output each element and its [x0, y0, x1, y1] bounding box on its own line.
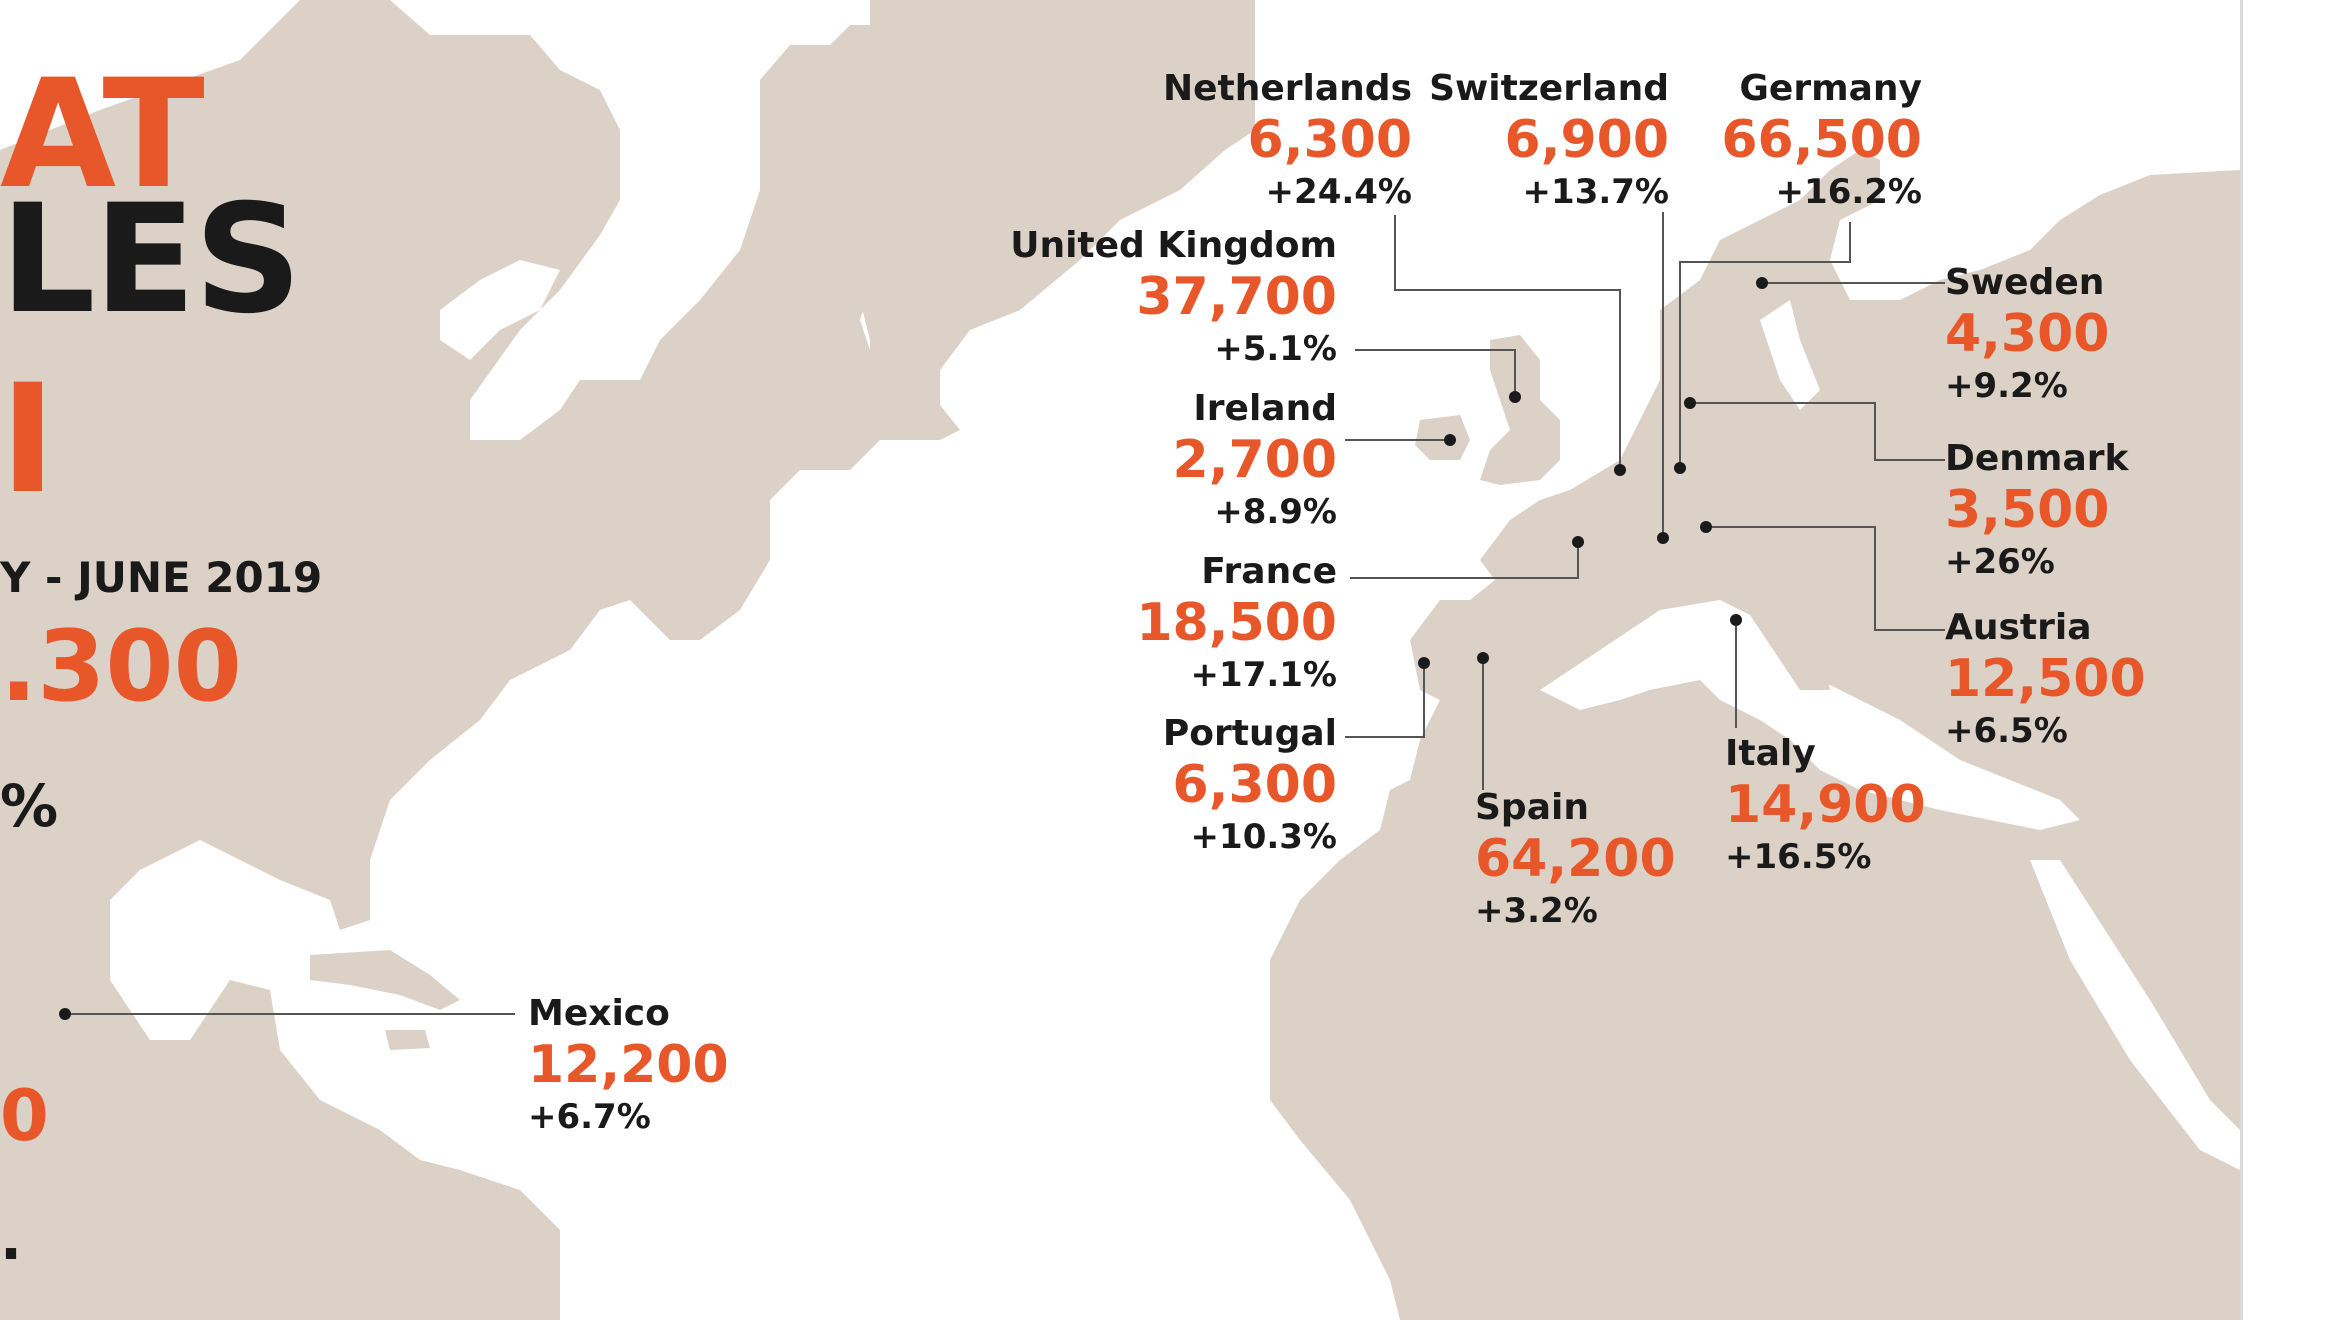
label-netherlands: Netherlands 6,300 +24.4% [1163, 68, 1412, 214]
pin-sweden [1756, 277, 1768, 289]
headline-line-2: LES [0, 173, 302, 347]
pin-denmark [1684, 397, 1696, 409]
ireland-change: +8.9% [1214, 492, 1337, 532]
mexico-sales: 12,200 [528, 1035, 729, 1095]
united-kingdom-change: +5.1% [1214, 329, 1337, 369]
landmass-italy [1720, 560, 1830, 690]
netherlands-name: Netherlands [1162, 68, 1412, 109]
label-portugal: Portugal 6,300 +10.3% [1163, 713, 1337, 859]
pin-italy [1730, 614, 1742, 626]
baltic-sea [1760, 300, 1820, 410]
austria-change: +6.5% [1945, 711, 2068, 751]
label-france: France 18,500 +17.1% [1136, 551, 1337, 697]
leader-united-kingdom [1355, 349, 1516, 397]
landmass-hispaniola [385, 1030, 430, 1050]
label-spain: Spain 64,200 +3.2% [1475, 787, 1676, 933]
spain-change: +3.2% [1475, 891, 1598, 931]
label-austria: Austria 12,500 +6.5% [1945, 607, 2146, 753]
red-sea [2030, 860, 2240, 1170]
netherlands-sales: 6,300 [1247, 110, 1412, 170]
france-change: +17.1% [1190, 655, 1337, 695]
spain-sales: 64,200 [1475, 829, 1676, 889]
switzerland-sales: 6,900 [1504, 110, 1669, 170]
landmass-north-america [0, 0, 930, 1320]
label-denmark: Denmark 3,500 +26% [1945, 438, 2128, 584]
mexico-name: Mexico [528, 993, 670, 1034]
pin-austria [1700, 521, 1712, 533]
italy-change: +16.5% [1725, 837, 1872, 877]
label-ireland: Ireland 2,700 +8.9% [1173, 388, 1337, 534]
austria-sales: 12,500 [1945, 649, 2146, 709]
denmark-change: +26% [1945, 542, 2055, 582]
italy-name: Italy [1725, 733, 1816, 774]
pin-ireland [1444, 434, 1456, 446]
landmass-great-britain [1480, 335, 1560, 485]
page-edge [2240, 0, 2243, 1320]
united-kingdom-name: United Kingdom [1010, 225, 1337, 266]
leader-denmark [1690, 402, 1945, 461]
germany-change: +16.2% [1775, 172, 1922, 212]
label-mexico: Mexico 12,200 +6.7% [528, 993, 729, 1139]
landmass-europe-asia-africa [1270, 150, 2240, 1320]
leader-france [1350, 542, 1579, 579]
denmark-name: Denmark [1945, 438, 2129, 479]
landmass-cuba [310, 950, 460, 1010]
period-label: Y - JUNE 2019 [0, 553, 323, 602]
germany-name: Germany [1739, 68, 1922, 109]
portugal-sales: 6,300 [1172, 755, 1337, 815]
france-sales: 18,500 [1136, 593, 1337, 653]
label-germany: Germany 66,500 +16.2% [1721, 68, 1922, 214]
total-sales: .300 [0, 610, 242, 724]
label-switzerland: Switzerland 6,900 +13.7% [1429, 68, 1669, 214]
ireland-sales: 2,700 [1172, 430, 1337, 490]
mediterranean-sea [1540, 600, 2080, 830]
sweden-sales: 4,300 [1945, 304, 2110, 364]
sweden-change: +9.2% [1945, 366, 2068, 406]
portugal-change: +10.3% [1190, 817, 1337, 857]
leader-netherlands [1394, 215, 1621, 470]
label-sweden: Sweden 4,300 +9.2% [1945, 262, 2109, 408]
spain-name: Spain [1475, 787, 1589, 828]
ireland-name: Ireland [1193, 388, 1337, 429]
pin-germany [1674, 462, 1686, 474]
netherlands-change: +24.4% [1265, 172, 1412, 212]
mexico-change: +6.7% [528, 1097, 651, 1137]
landmass-ireland [1415, 415, 1470, 460]
germany-sales: 66,500 [1721, 110, 1922, 170]
switzerland-change: +13.7% [1522, 172, 1669, 212]
leader-austria [1706, 526, 1945, 631]
headline-line-1: AT [0, 48, 205, 222]
leader-portugal [1345, 663, 1425, 738]
region-growth: . [0, 1205, 23, 1273]
denmark-sales: 3,500 [1945, 480, 2110, 540]
pin-portugal [1418, 657, 1430, 669]
sweden-name: Sweden [1945, 262, 2105, 303]
pin-netherlands [1614, 464, 1626, 476]
headline-line-3: I [0, 353, 56, 527]
pin-france [1572, 536, 1584, 548]
hudson-bay [440, 260, 560, 360]
pin-united-kingdom [1509, 391, 1521, 403]
label-united-kingdom: United Kingdom 37,700 +5.1% [1010, 225, 1337, 371]
pin-spain [1477, 652, 1489, 664]
portugal-name: Portugal [1162, 713, 1337, 754]
france-name: France [1201, 551, 1337, 592]
total-growth: % [0, 772, 59, 840]
italy-sales: 14,900 [1725, 775, 1926, 835]
landmass-greenland [860, 0, 1255, 440]
leader-germany [1679, 222, 1851, 468]
pin-switzerland [1657, 532, 1669, 544]
united-kingdom-sales: 37,700 [1136, 267, 1337, 327]
label-italy: Italy 14,900 +16.5% [1725, 733, 1926, 879]
switzerland-name: Switzerland [1429, 68, 1669, 109]
region-value: 0 [0, 1075, 49, 1157]
pin-mexico [59, 1008, 71, 1020]
austria-name: Austria [1945, 607, 2092, 648]
